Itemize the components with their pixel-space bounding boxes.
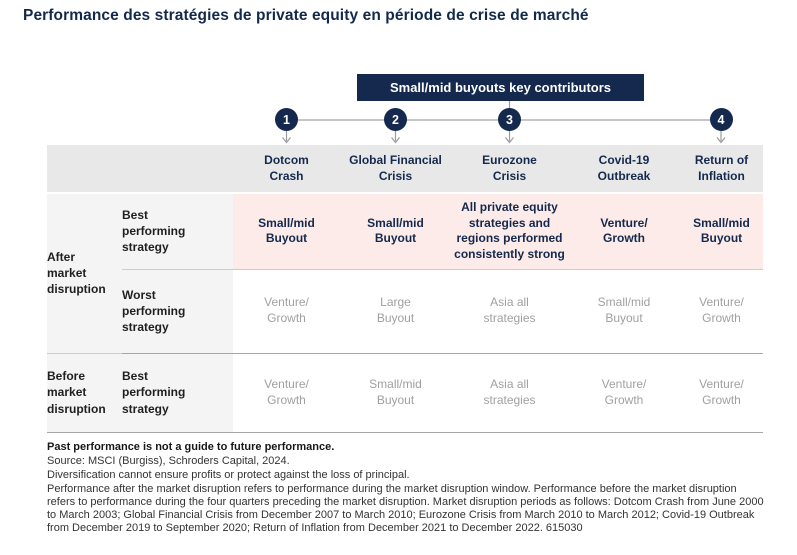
cell-before-best-gfc: Small/mid Buyout [340, 353, 451, 433]
cell-after-worst-gfc: Large Buyout [340, 269, 451, 354]
past-performance-disclaimer: Past performance is not a guide to futur… [47, 441, 335, 453]
methodology-paragraph: Performance after the market disruption … [47, 482, 764, 534]
cell-before-best-eurozone: Asia all strategies [451, 353, 568, 433]
marker-circle-3: 3 [498, 108, 521, 131]
cell-after-best-eurozone: All private equity strategies and region… [451, 193, 568, 270]
column-header-return-of-inflation: Return of Inflation [680, 145, 763, 194]
row-label-best-performing-strategy-before: Best performing strategy [122, 353, 233, 433]
column-header-eurozone-crisis: Eurozone Crisis [451, 145, 568, 194]
cell-after-worst-inflation: Venture/ Growth [680, 269, 763, 354]
cell-after-best-inflation: Small/mid Buyout [680, 193, 763, 270]
marker-circle-2: 2 [384, 108, 407, 131]
row-before-best: Before market disruption Best performing… [47, 353, 763, 433]
cell-after-best-covid: Venture/ Growth [568, 193, 680, 270]
marker-1-number: 1 [283, 112, 290, 127]
key-contributors-banner-label: Small/mid buyouts key contributors [389, 80, 612, 95]
row-after-best: After market disruption Best performing … [47, 193, 763, 354]
arrow-2-head [391, 137, 400, 144]
arrow-1-head [282, 137, 291, 144]
diversification-line: Diversification cannot ensure profits or… [47, 468, 410, 481]
key-contributors-banner: Small/mid buyouts key contributors [357, 74, 644, 101]
header-row: Dotcom Crash Global Financial Crisis Eur… [47, 145, 763, 194]
cell-before-best-dotcom: Venture/ Growth [233, 353, 340, 433]
cell-before-best-inflation: Venture/ Growth [680, 353, 763, 433]
marker-3-number: 3 [506, 112, 513, 127]
marker-4-number: 4 [717, 112, 725, 127]
column-header-covid-19-outbreak: Covid-19 Outbreak [568, 145, 680, 194]
cell-before-best-covid: Venture/ Growth [568, 353, 680, 433]
strategy-performance-table: Dotcom Crash Global Financial Crisis Eur… [47, 145, 763, 433]
cell-after-worst-dotcom: Venture/ Growth [233, 269, 340, 354]
column-header-global-financial-crisis: Global Financial Crisis [340, 145, 451, 194]
row-after-worst: Worst performing strategy Venture/ Growt… [47, 269, 763, 354]
cell-after-best-dotcom: Small/mid Buyout [233, 193, 340, 270]
source-line: Source: MSCI (Burgiss), Schroders Capita… [47, 454, 290, 467]
group-label-before-market-disruption: Before market disruption [47, 353, 122, 433]
page-title: Performance des stratégies de private eq… [23, 7, 589, 24]
cell-after-worst-eurozone: Asia all strategies [451, 269, 568, 354]
marker-circle-1: 1 [275, 108, 298, 131]
header-corner-1 [47, 145, 122, 194]
arrow-3-head [505, 137, 514, 144]
footnotes: Past performance is not a guide to futur… [47, 441, 765, 536]
row-label-worst-performing-strategy: Worst performing strategy [122, 269, 233, 354]
marker-2-number: 2 [392, 112, 399, 127]
column-header-dotcom-crash: Dotcom Crash [233, 145, 340, 194]
arrow-4-head [716, 137, 726, 144]
row-label-best-performing-strategy: Best performing strategy [122, 193, 233, 270]
group-label-after-market-disruption: After market disruption [47, 193, 122, 354]
cell-after-worst-covid: Small/mid Buyout [568, 269, 680, 354]
cell-after-best-gfc: Small/mid Buyout [340, 193, 451, 270]
marker-circle-4: 4 [709, 108, 733, 131]
header-corner-2 [122, 145, 233, 194]
